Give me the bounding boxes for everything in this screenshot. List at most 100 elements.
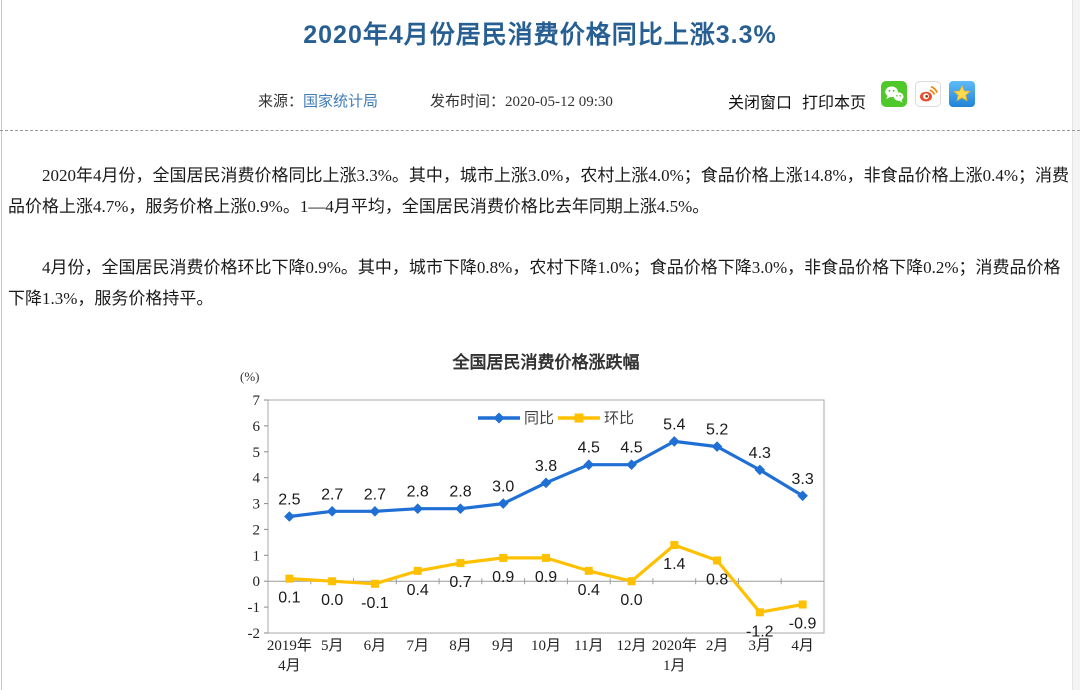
yoy-data-label: 5.4: [663, 416, 685, 433]
yoy-data-label: 4.5: [620, 440, 642, 457]
svg-text:2月: 2月: [706, 638, 729, 654]
yoy-marker: [326, 506, 338, 517]
yoy-data-label: 2.8: [407, 484, 429, 501]
mom-data-label: 0.7: [449, 574, 471, 591]
paragraph-yoy: 2020年4月份，全国居民消费价格同比上涨3.3%。其中，城市上涨3.0%，农村…: [8, 166, 1070, 216]
mom-data-label: 0.9: [535, 569, 557, 586]
mom-data-label: -0.9: [789, 616, 817, 633]
mom-data-label: 0.4: [407, 582, 429, 599]
meta-bar: 来源：国家统计局 发布时间：2020-05-12 09:30 关闭窗口 打印本页: [0, 81, 1080, 116]
yoy-data-label: 2.7: [364, 486, 386, 503]
svg-text:4月: 4月: [791, 638, 814, 654]
mom-data-label: 0.4: [578, 582, 600, 599]
mom-marker: [413, 566, 422, 575]
svg-text:11月: 11月: [574, 638, 603, 654]
page-left-border: [1, 0, 2, 690]
dashed-divider: [0, 130, 1080, 131]
svg-text:8月: 8月: [449, 638, 472, 654]
mom-data-label: 0.9: [492, 569, 514, 586]
article-body: 2020年4月份，全国居民消费价格同比上涨3.3%。其中，城市上涨3.0%，农村…: [8, 160, 1070, 314]
mom-marker: [370, 579, 379, 588]
svg-text:环比: 环比: [604, 410, 634, 427]
source-row: 来源：国家统计局: [258, 90, 378, 111]
yoy-marker: [412, 503, 423, 515]
mom-marker: [713, 556, 722, 565]
svg-text:1月: 1月: [663, 658, 686, 674]
svg-text:10月: 10月: [531, 638, 561, 654]
wechat-icon[interactable]: [881, 81, 907, 107]
scrollbar-track[interactable]: [1072, 0, 1080, 690]
svg-text:同比: 同比: [524, 410, 554, 427]
mom-marker: [285, 574, 294, 583]
svg-text:4月: 4月: [278, 658, 301, 674]
source-link[interactable]: 国家统计局: [303, 94, 379, 110]
svg-text:3: 3: [253, 497, 261, 513]
cpi-line-chart-svg: 7 6 5 4 3 2 1 0 -1 -2 同比 环比 2.5 2.7 2.7 2.8 2.8 3.0 3.8 4.5…: [248, 393, 825, 674]
mom-marker: [755, 608, 764, 617]
publish-label: 发布时间：: [430, 94, 506, 110]
mom-marker: [584, 566, 593, 575]
mom-marker: [542, 553, 550, 562]
chart-unit-label: (%): [240, 369, 260, 384]
yoy-data-label: 5.2: [706, 422, 728, 439]
yoy-marker: [369, 506, 381, 517]
svg-text:0: 0: [253, 574, 261, 590]
mom-data-label: 0.1: [278, 590, 300, 607]
mom-data-label: -1.2: [746, 623, 774, 640]
svg-text:12月: 12月: [616, 638, 646, 654]
yoy-data-label: 4.3: [749, 445, 771, 462]
mom-marker: [499, 553, 508, 562]
svg-text:2020年: 2020年: [652, 637, 697, 654]
mom-data-label: -0.1: [361, 595, 389, 612]
mom-marker: [456, 559, 465, 568]
yoy-marker: [626, 459, 637, 471]
mom-data-label: 1.4: [663, 556, 685, 573]
mom-data-label: 0.0: [321, 592, 343, 609]
publish-time: 2020-05-12 09:30: [505, 94, 613, 110]
yoy-marker: [284, 511, 295, 522]
publish-row: 发布时间：2020-05-12 09:30: [430, 90, 613, 111]
window-actions: 关闭窗口 打印本页: [728, 89, 876, 113]
svg-text:4: 4: [253, 471, 261, 487]
svg-text:5月: 5月: [321, 638, 344, 654]
yoy-marker: [583, 459, 595, 471]
yoy-data-label: 3.8: [535, 458, 557, 475]
paragraph-mom: 4月份，全国居民消费价格环比下降0.9%。其中，城市下降0.8%，农村下降1.0…: [8, 258, 1061, 308]
svg-text:7: 7: [253, 393, 261, 409]
mom-marker: [798, 600, 807, 609]
close-window-button[interactable]: 关闭窗口: [728, 95, 793, 112]
yoy-data-label: 2.5: [278, 492, 300, 509]
page-title: 2020年4月份居民消费价格同比上涨3.3%: [303, 21, 777, 49]
weibo-icon[interactable]: [915, 81, 941, 107]
yoy-marker: [540, 477, 552, 489]
yoy-data-label: 3.0: [492, 479, 514, 496]
svg-text:2: 2: [253, 522, 261, 538]
svg-text:3月: 3月: [749, 638, 772, 654]
svg-text:5: 5: [253, 445, 261, 461]
source-label: 来源：: [258, 94, 304, 110]
yoy-marker: [455, 503, 466, 515]
print-page-button[interactable]: 打印本页: [802, 95, 867, 112]
qzone-icon[interactable]: [949, 81, 975, 107]
svg-text:9月: 9月: [492, 638, 515, 654]
svg-text:6月: 6月: [364, 638, 387, 654]
chart-plot-area: 7 6 5 4 3 2 1 0 -1 -2 同比 环比 2.5 2.7 2.7 2.8 2.8 3.0 3.8 4.5…: [230, 342, 890, 690]
cpi-chart: 全国居民消费价格涨跌幅 (%) 7 6 5 4 3 2 1 0 -1 -2 同比 环比 2.5 2.7 2.…: [230, 342, 890, 690]
yoy-data-label: 2.8: [449, 484, 471, 501]
svg-text:-2: -2: [248, 626, 261, 642]
yoy-marker: [669, 436, 680, 447]
mom-marker: [627, 577, 636, 586]
mom-data-label: 0.0: [620, 592, 642, 609]
svg-text:2019年: 2019年: [267, 637, 312, 654]
svg-text:-1: -1: [248, 600, 261, 616]
share-icons: [881, 81, 975, 107]
chart-title: 全国居民消费价格涨跌幅: [452, 353, 640, 372]
yoy-marker: [754, 464, 766, 476]
yoy-marker: [797, 490, 808, 502]
svg-text:1: 1: [253, 548, 261, 564]
mom-marker: [328, 577, 337, 586]
yoy-data-label: 3.3: [791, 471, 813, 488]
svg-text:7月: 7月: [406, 638, 429, 654]
mom-marker: [670, 540, 679, 549]
